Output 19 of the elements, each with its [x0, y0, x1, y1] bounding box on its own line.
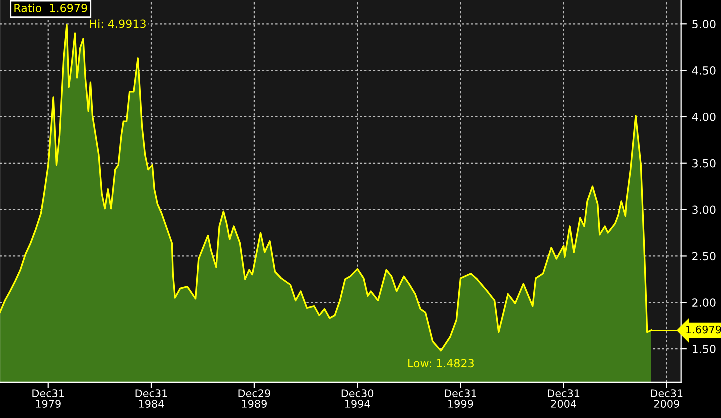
- annotation: Ratio 1.6979: [14, 4, 88, 12]
- y-tick-label: 1.50: [692, 345, 716, 354]
- x-tick-label: Dec31 1984: [136, 390, 168, 408]
- annotation: Low: 1.4823: [408, 359, 474, 368]
- ref-line-label: 1.6979: [686, 326, 721, 334]
- y-tick-label: 3.00: [692, 206, 716, 214]
- y-tick-label: 3.50: [692, 159, 716, 168]
- x-tick-label: Dec31 2004: [548, 390, 580, 408]
- y-tick-label: 4.00: [692, 112, 716, 122]
- y-tick-label: 2.50: [692, 252, 716, 261]
- y-tick-label: 4.50: [692, 66, 716, 75]
- x-tick-label: Dec29 1989: [238, 390, 270, 408]
- x-tick-label: Dec30 1994: [342, 390, 374, 408]
- x-tick-label: Dec31 2009: [651, 390, 683, 408]
- annotation: Hi: 4.9913: [90, 20, 146, 28]
- x-tick-label: Dec31 1979: [32, 390, 64, 408]
- y-tick-label: 5.00: [692, 20, 716, 29]
- x-tick-label: Dec31 1999: [445, 390, 476, 408]
- y-tick-label: 2.00: [692, 298, 716, 308]
